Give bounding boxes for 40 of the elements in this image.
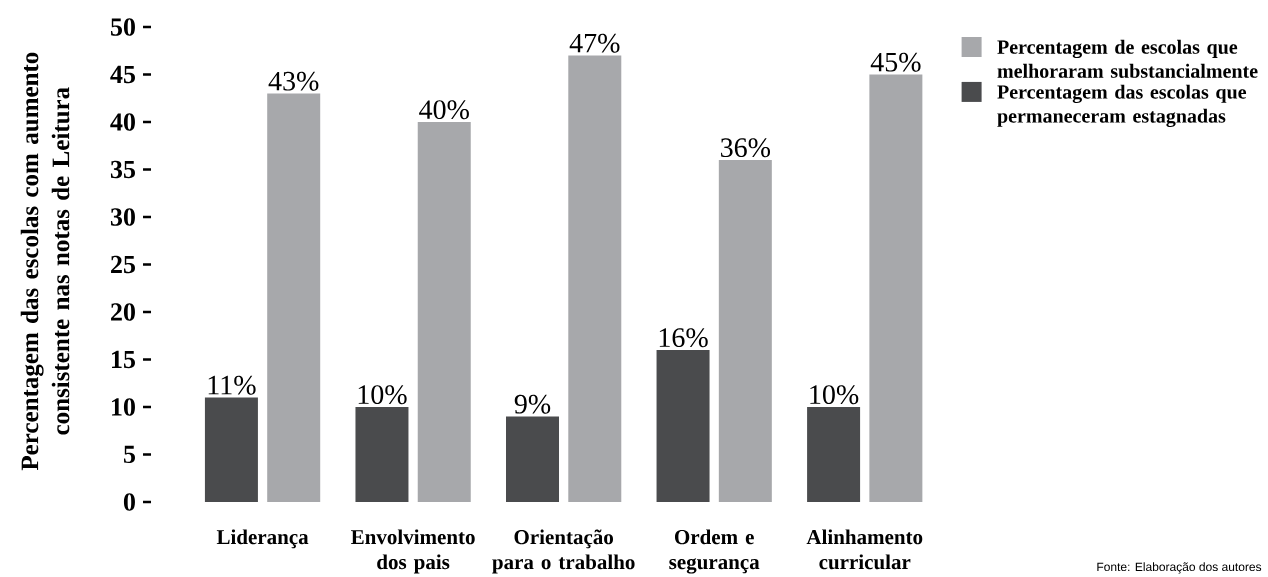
data-label: 9% [514,394,551,414]
source-note: Fonte: Elaboração dos autores [1097,562,1262,574]
x-tick-label: Alinhamento curricular [806,529,923,570]
data-label: 40% [419,100,469,120]
y-tick-label: 10 [112,398,135,416]
x-tick-label: Envolvimento dos pais [351,529,475,574]
legend-label: Percentagem das escolas que permaneceram estagnadas [997,84,1247,128]
bar [568,55,622,502]
y-axis-title: Percentagem das escolas com aumento consistente nas notas de Leitura [20,52,70,471]
bar [869,74,923,502]
x-tick-label: Ordem e segurança [669,529,760,574]
bar [656,349,710,502]
y-tick-label: 45 [110,65,135,84]
y-tick-label: 0 [123,493,135,511]
y-tick-label: 20 [111,303,135,321]
legend-label: Percentagem de escolas que melhoraram substancialmente [997,39,1258,78]
data-label: 45% [870,52,921,72]
bar [807,406,861,502]
y-tick-label: 50 [110,18,135,36]
bar [355,406,409,502]
data-label: 43% [268,71,319,91]
data-label: 36% [721,138,771,158]
x-tick-label: Liderança [216,529,309,549]
data-label: 10% [358,385,407,405]
bar [417,121,471,502]
data-label: 10% [810,385,859,405]
y-tick-label: 15 [112,350,135,369]
bar [718,159,772,502]
y-tick-label: 5 [123,445,135,464]
y-tick-label: 35 [110,160,135,179]
x-tick-label: Orientação para o trabalho [492,529,635,574]
bar [506,416,560,502]
data-label: 11% [208,375,256,395]
y-tick-label: 30 [110,208,135,226]
data-label: 16% [659,328,708,348]
bar [204,397,258,502]
data-label: 47% [569,33,620,53]
y-tick-label: 40 [110,113,135,131]
y-tick-label: 25 [111,255,135,274]
bar [267,93,321,502]
